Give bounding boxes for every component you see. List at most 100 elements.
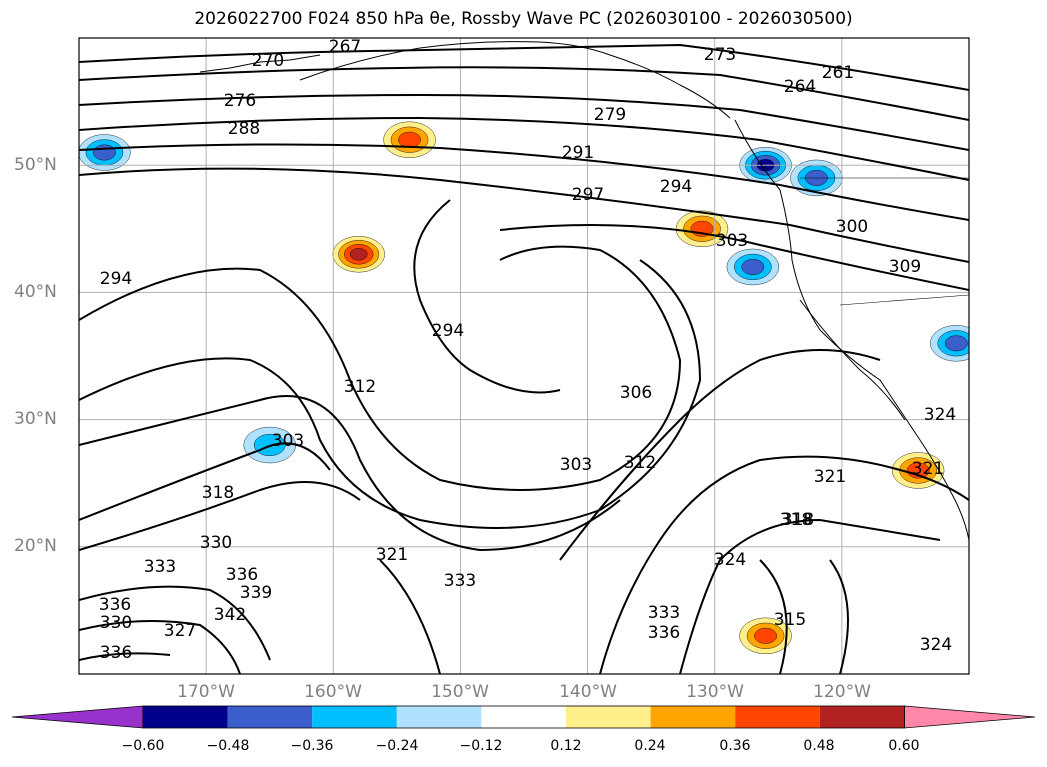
contour-label: 279 bbox=[594, 105, 626, 125]
contour-line bbox=[79, 167, 969, 263]
chart-title: 2026022700 F024 850 hPa θe, Rossby Wave … bbox=[194, 9, 853, 29]
theta-e-contours bbox=[79, 43, 969, 674]
contour-label: 327 bbox=[164, 621, 196, 641]
contour-line bbox=[559, 349, 881, 561]
anomaly-shading bbox=[79, 121, 969, 655]
contour-label: 324 bbox=[714, 550, 746, 570]
contour-label: 261 bbox=[822, 63, 854, 83]
contour-label: 309 bbox=[889, 257, 921, 277]
colorbar-segment bbox=[312, 706, 397, 728]
contour-line bbox=[599, 455, 969, 674]
contour-label: 333 bbox=[648, 603, 680, 623]
lon-tick-label: 170°W bbox=[177, 682, 235, 702]
colorbar-frame bbox=[142, 705, 905, 729]
contour-label: 321 bbox=[376, 545, 408, 565]
contour-label: 336 bbox=[226, 565, 258, 585]
contour-label: 273 bbox=[704, 45, 736, 65]
colorbar-tick-label: 0.24 bbox=[634, 738, 666, 754]
contour-label: 336 bbox=[100, 643, 132, 663]
contour-line bbox=[79, 93, 969, 151]
contour-label: 276 bbox=[224, 91, 256, 111]
colorbar-extend-arrow bbox=[11, 705, 144, 729]
contour-label: 321 bbox=[814, 467, 846, 487]
colorbar-tick-label: −0.12 bbox=[459, 738, 503, 754]
contour-label: 297 bbox=[572, 185, 604, 205]
contour-label: 303 bbox=[560, 455, 592, 475]
contour-label: 324 bbox=[924, 405, 956, 425]
colorbar-tick-label: 0.48 bbox=[803, 738, 835, 754]
colorbar-tick-label: −0.48 bbox=[206, 738, 250, 754]
contour-line bbox=[829, 559, 849, 674]
contour-label: 267 bbox=[329, 37, 361, 57]
colorbar-segment bbox=[650, 706, 736, 728]
colorbar-segment bbox=[566, 706, 651, 728]
colorbar-extend-arrow bbox=[904, 705, 1036, 729]
contour-label: 312 bbox=[344, 377, 376, 397]
contour-line bbox=[499, 224, 969, 291]
lon-tick-label: 120°W bbox=[813, 682, 871, 702]
lon-tick-label: 140°W bbox=[559, 682, 617, 702]
colorbar-tick-label: −0.24 bbox=[375, 738, 419, 754]
anomaly-negative-level bbox=[741, 259, 765, 275]
contour-line bbox=[79, 43, 969, 91]
contour-label: 303 bbox=[716, 231, 748, 251]
lon-tick-label: 160°W bbox=[304, 682, 362, 702]
contour-line bbox=[379, 559, 441, 674]
contour-label: 342 bbox=[214, 605, 246, 625]
colorbar-tick-label: −0.60 bbox=[121, 738, 165, 754]
contour-line bbox=[79, 395, 621, 552]
us-mexico-border bbox=[839, 294, 969, 306]
contour-line bbox=[79, 481, 361, 551]
anomaly-positive-level bbox=[349, 248, 368, 261]
contour-label: 330 bbox=[100, 613, 132, 633]
lon-tick-label: 130°W bbox=[686, 682, 744, 702]
contour-label: 288 bbox=[228, 119, 260, 139]
lon-tick-label: 150°W bbox=[431, 682, 489, 702]
contour-label: 315 bbox=[774, 610, 806, 630]
contour-label: 333 bbox=[144, 557, 176, 577]
contour-line bbox=[79, 245, 682, 491]
anomaly-negative-level bbox=[944, 335, 968, 352]
contour-line bbox=[79, 585, 271, 661]
contour-line bbox=[79, 259, 702, 529]
gridlines bbox=[79, 38, 969, 674]
contour-labels: 270 267 276 288 279 273 264 261 291 297 294 300 303 2… bbox=[99, 37, 956, 663]
contour-label: 264 bbox=[784, 77, 816, 97]
contour-line bbox=[413, 199, 561, 394]
colorbar-segment bbox=[227, 706, 313, 728]
contour-label: 303 bbox=[272, 431, 304, 451]
colorbar-tick-label: 0.36 bbox=[719, 738, 751, 754]
contour-label: 336 bbox=[648, 623, 680, 643]
anomaly-positive-level bbox=[754, 627, 777, 644]
contour-line bbox=[79, 116, 969, 181]
lat-tick-label: 50°N bbox=[14, 155, 57, 175]
contour-label: 291 bbox=[562, 143, 594, 163]
lat-tick-label: 40°N bbox=[14, 282, 57, 302]
alaska-coast bbox=[299, 41, 731, 119]
contour-label: 294 bbox=[660, 177, 692, 197]
contour-label: 321 bbox=[912, 459, 944, 479]
contour-line bbox=[759, 559, 788, 674]
aleutian-chain bbox=[199, 54, 321, 73]
colorbar-tick-label: −0.36 bbox=[290, 738, 334, 754]
map-frame bbox=[78, 37, 970, 675]
contour-label: 318 bbox=[202, 483, 234, 503]
contour-label: 324 bbox=[920, 635, 952, 655]
colorbar-segment bbox=[735, 706, 820, 728]
contour-line bbox=[79, 652, 171, 661]
colorbar-segment bbox=[481, 706, 566, 728]
contour-line bbox=[79, 66, 969, 121]
colorbar-segment bbox=[396, 706, 482, 728]
contour-label: 318 bbox=[780, 510, 812, 530]
contour-line bbox=[79, 143, 969, 221]
contour-label: 294 bbox=[100, 269, 132, 289]
lat-tick-label: 20°N bbox=[14, 536, 57, 556]
contour-label: 306 bbox=[620, 383, 652, 403]
contour-label: 333 bbox=[444, 571, 476, 591]
anomaly-positive-level bbox=[398, 131, 421, 148]
colorbar-segment bbox=[819, 706, 905, 728]
colorbar-tick-label: 0.12 bbox=[550, 738, 582, 754]
lat-tick-label: 30°N bbox=[14, 409, 57, 429]
contour-label: 312 bbox=[624, 453, 656, 473]
